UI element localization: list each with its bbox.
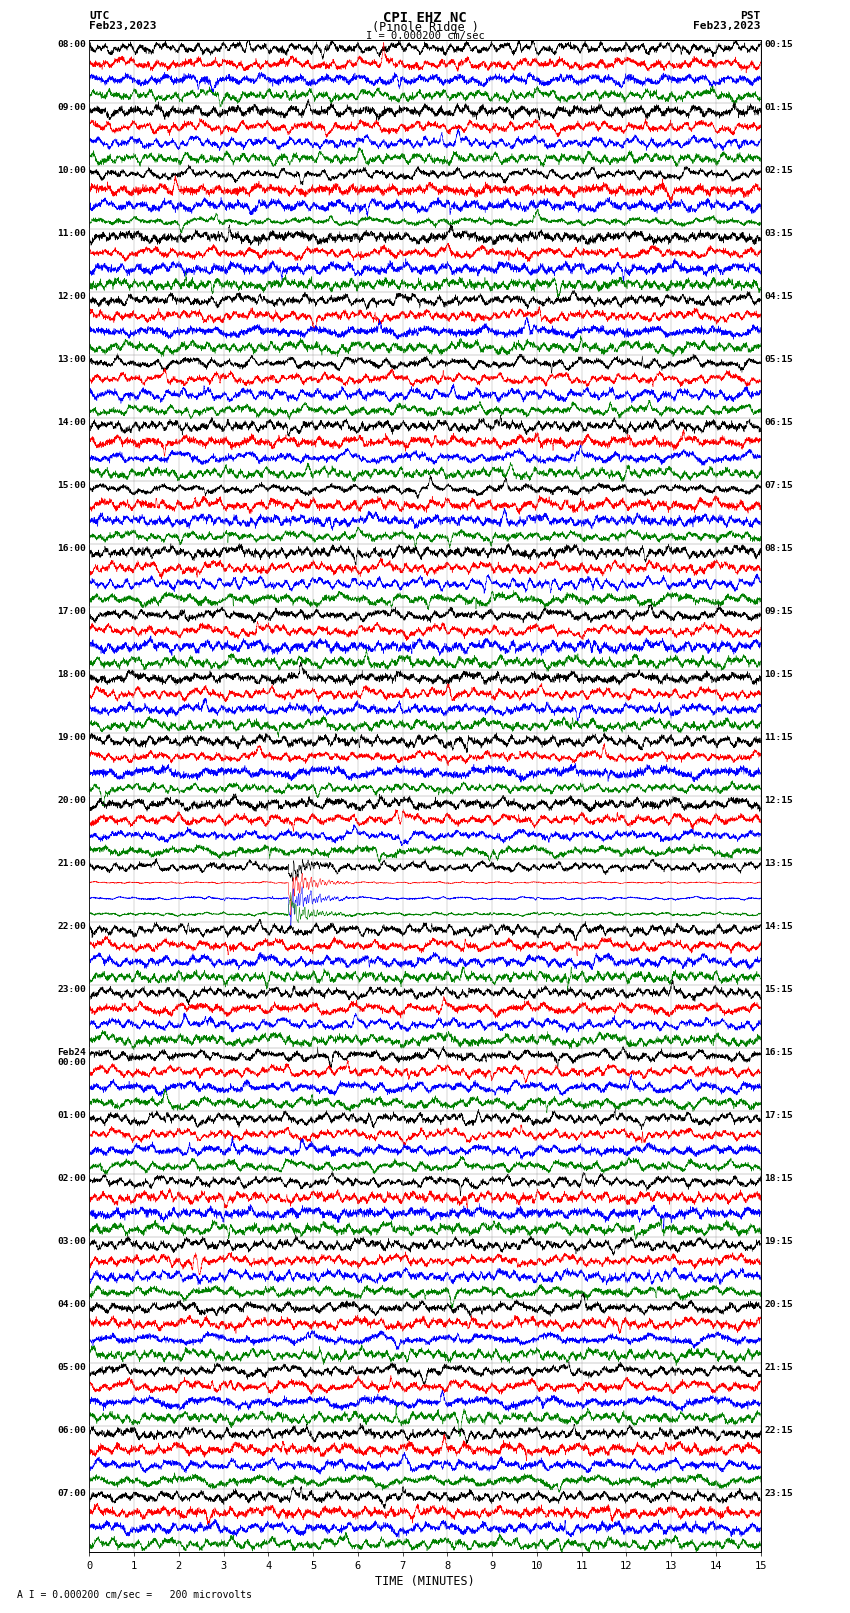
Text: 04:15: 04:15 [764,292,793,302]
Text: 03:15: 03:15 [764,229,793,239]
Text: 08:15: 08:15 [764,544,793,553]
Text: 13:15: 13:15 [764,860,793,868]
Text: 14:00: 14:00 [57,418,86,427]
Text: UTC: UTC [89,11,110,21]
Text: 11:15: 11:15 [764,732,793,742]
Text: 19:15: 19:15 [764,1237,793,1245]
Text: 17:15: 17:15 [764,1111,793,1119]
Text: 05:15: 05:15 [764,355,793,365]
Text: 01:00: 01:00 [57,1111,86,1119]
Text: Feb23,2023: Feb23,2023 [89,21,156,31]
Text: 12:15: 12:15 [764,797,793,805]
X-axis label: TIME (MINUTES): TIME (MINUTES) [375,1574,475,1587]
Text: 14:15: 14:15 [764,923,793,931]
Text: 01:15: 01:15 [764,103,793,113]
Text: 10:15: 10:15 [764,669,793,679]
Text: Feb24
00:00: Feb24 00:00 [57,1048,86,1066]
Text: 22:00: 22:00 [57,923,86,931]
Text: 15:15: 15:15 [764,986,793,994]
Text: 12:00: 12:00 [57,292,86,302]
Text: (Pinole Ridge ): (Pinole Ridge ) [371,21,479,34]
Text: 17:00: 17:00 [57,606,86,616]
Text: 21:00: 21:00 [57,860,86,868]
Text: I = 0.000200 cm/sec: I = 0.000200 cm/sec [366,31,484,40]
Text: 18:15: 18:15 [764,1174,793,1182]
Text: 09:15: 09:15 [764,606,793,616]
Text: 18:00: 18:00 [57,669,86,679]
Text: 15:00: 15:00 [57,481,86,490]
Text: 20:00: 20:00 [57,797,86,805]
Text: 21:15: 21:15 [764,1363,793,1371]
Text: 23:00: 23:00 [57,986,86,994]
Text: 09:00: 09:00 [57,103,86,113]
Text: 02:15: 02:15 [764,166,793,176]
Text: 08:00: 08:00 [57,40,86,50]
Text: 22:15: 22:15 [764,1426,793,1434]
Text: 23:15: 23:15 [764,1489,793,1498]
Text: 02:00: 02:00 [57,1174,86,1182]
Text: 16:00: 16:00 [57,544,86,553]
Text: 07:15: 07:15 [764,481,793,490]
Text: 03:00: 03:00 [57,1237,86,1245]
Text: 06:00: 06:00 [57,1426,86,1434]
Text: PST: PST [740,11,761,21]
Text: Feb23,2023: Feb23,2023 [694,21,761,31]
Text: 20:15: 20:15 [764,1300,793,1308]
Text: 10:00: 10:00 [57,166,86,176]
Text: 07:00: 07:00 [57,1489,86,1498]
Text: CPI EHZ NC: CPI EHZ NC [383,11,467,26]
Text: 19:00: 19:00 [57,732,86,742]
Text: 13:00: 13:00 [57,355,86,365]
Text: 00:15: 00:15 [764,40,793,50]
Text: A I = 0.000200 cm/sec =   200 microvolts: A I = 0.000200 cm/sec = 200 microvolts [17,1590,252,1600]
Text: 16:15: 16:15 [764,1048,793,1057]
Text: 06:15: 06:15 [764,418,793,427]
Text: 11:00: 11:00 [57,229,86,239]
Text: 05:00: 05:00 [57,1363,86,1371]
Text: 04:00: 04:00 [57,1300,86,1308]
